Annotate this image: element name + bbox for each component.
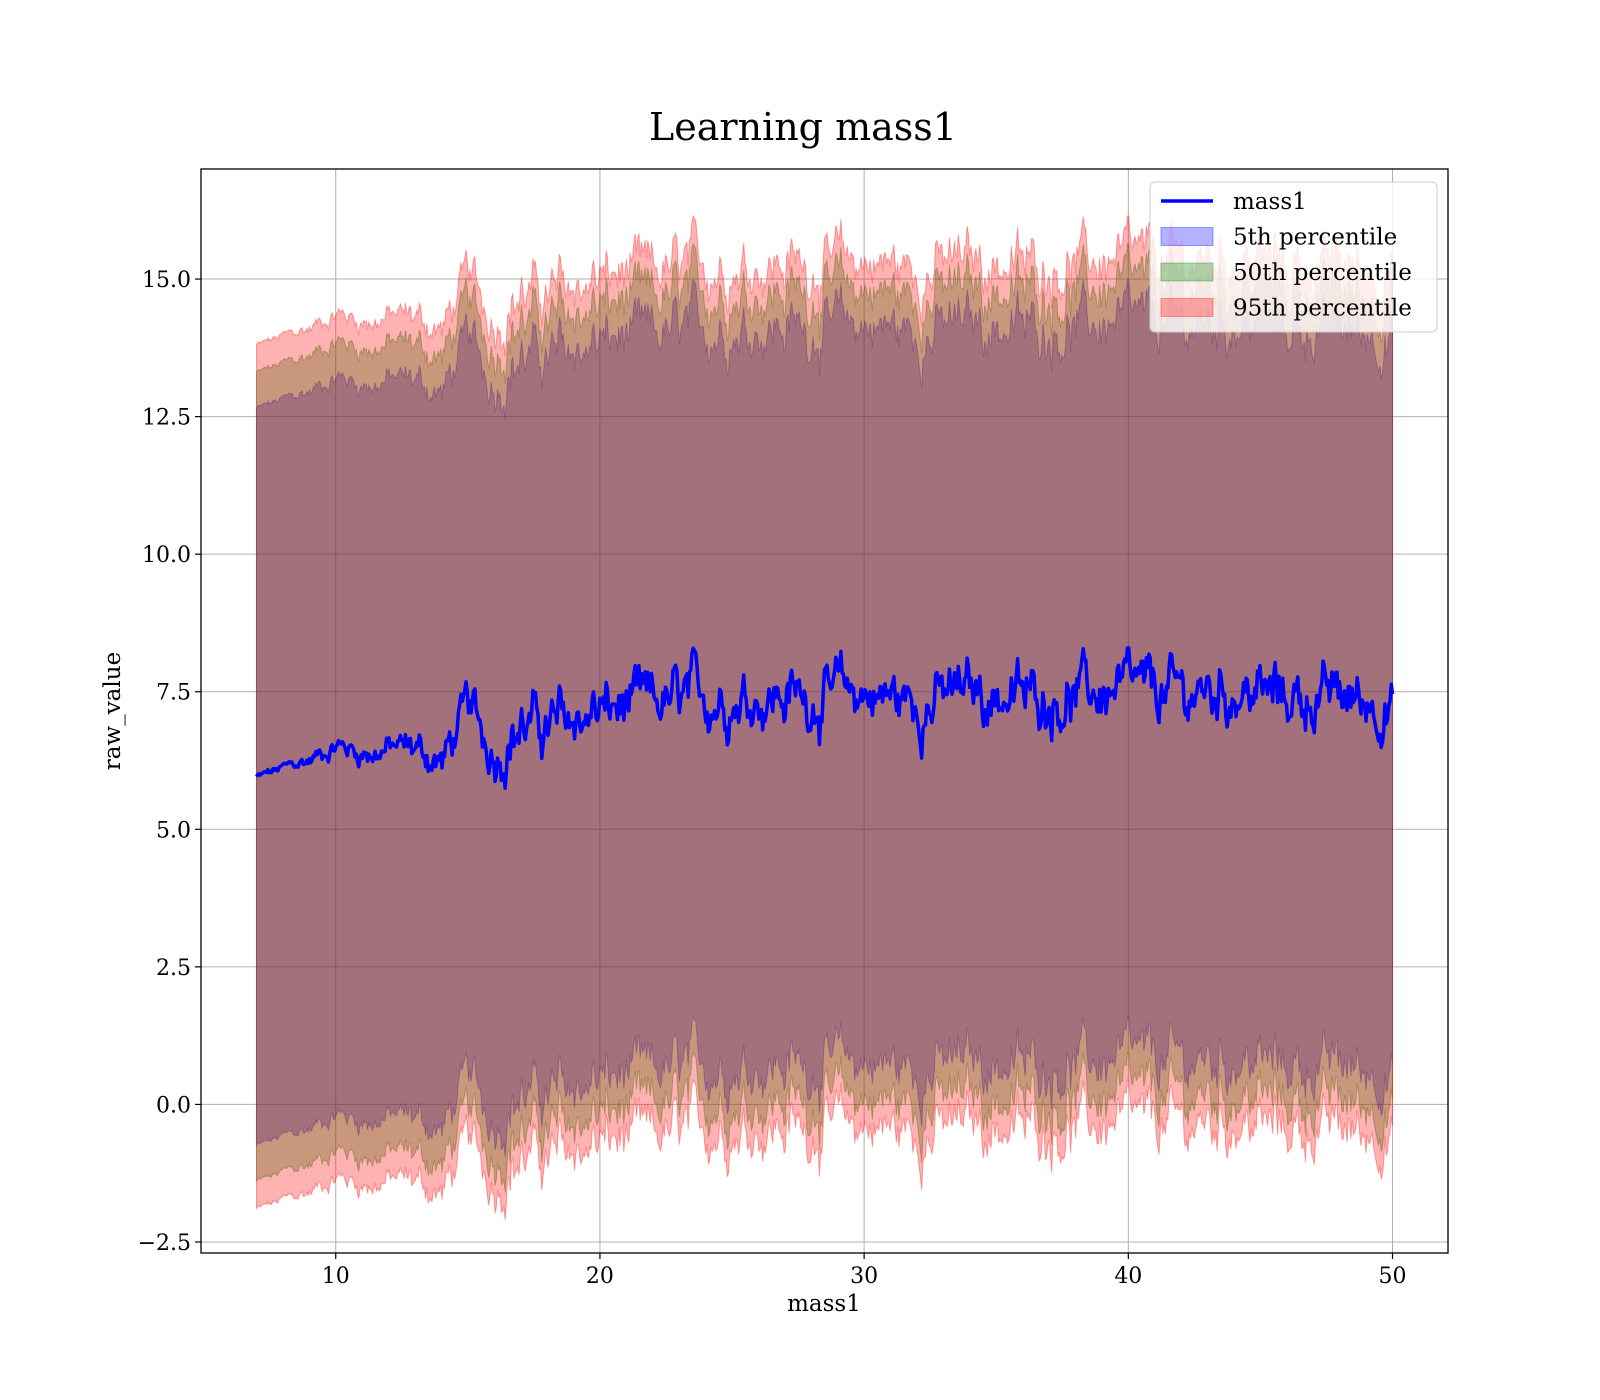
legend-swatch-95th-percentile	[1160, 298, 1214, 317]
legend-label-95th-percentile: 95th percentile	[1233, 296, 1412, 322]
y-tick-label-2: 2.5	[156, 956, 191, 981]
legend-swatch-5th-percentile	[1160, 227, 1214, 246]
y-axis-label: raw_value	[100, 652, 126, 770]
legend-swatch-50th-percentile	[1160, 262, 1214, 282]
axis-ticks: 10 20 30 40 50 −2.5 0.0 2.5 5.0 7.5 10.0 12.5 15.0	[138, 268, 1407, 1289]
y-tick-label-4: 7.5	[156, 681, 191, 706]
y-tick-label-7: 15.0	[142, 268, 191, 293]
band-50th-percentile	[255, 242, 1394, 1193]
x-tick-label-0: 10	[322, 1264, 350, 1289]
legend-frame	[1149, 181, 1438, 333]
x-axis-label: mass1	[787, 1291, 861, 1317]
band-95th-percentile	[255, 214, 1394, 1221]
y-tick-label-1: 0.0	[156, 1093, 191, 1118]
legend-label-50th-percentile: 50th percentile	[1233, 260, 1412, 286]
chart-title: Learning mass1	[649, 105, 957, 149]
x-tick-label-1: 20	[586, 1264, 614, 1289]
y-tick-label-3: 5.0	[156, 818, 191, 843]
y-tick-label-0: −2.5	[138, 1231, 191, 1256]
y-tick-label-5: 10.0	[142, 543, 191, 568]
plot-frame	[200, 168, 1449, 1254]
x-tick-label-2: 30	[850, 1264, 878, 1289]
band-5th-percentile	[255, 278, 1394, 1157]
legend: mass1 5th percentile 50th percentile 95th p…	[1149, 181, 1438, 333]
x-tick-label-4: 50	[1379, 1264, 1407, 1289]
legend-label-5th-percentile: 5th percentile	[1233, 225, 1397, 251]
y-tick-label-6: 12.5	[142, 406, 191, 431]
percentile-bands	[255, 214, 1394, 1221]
series-line-mass1	[255, 646, 1395, 790]
legend-label-mass1: mass1	[1233, 189, 1307, 215]
mass1-series	[255, 646, 1395, 790]
x-tick-label-3: 40	[1114, 1264, 1142, 1289]
